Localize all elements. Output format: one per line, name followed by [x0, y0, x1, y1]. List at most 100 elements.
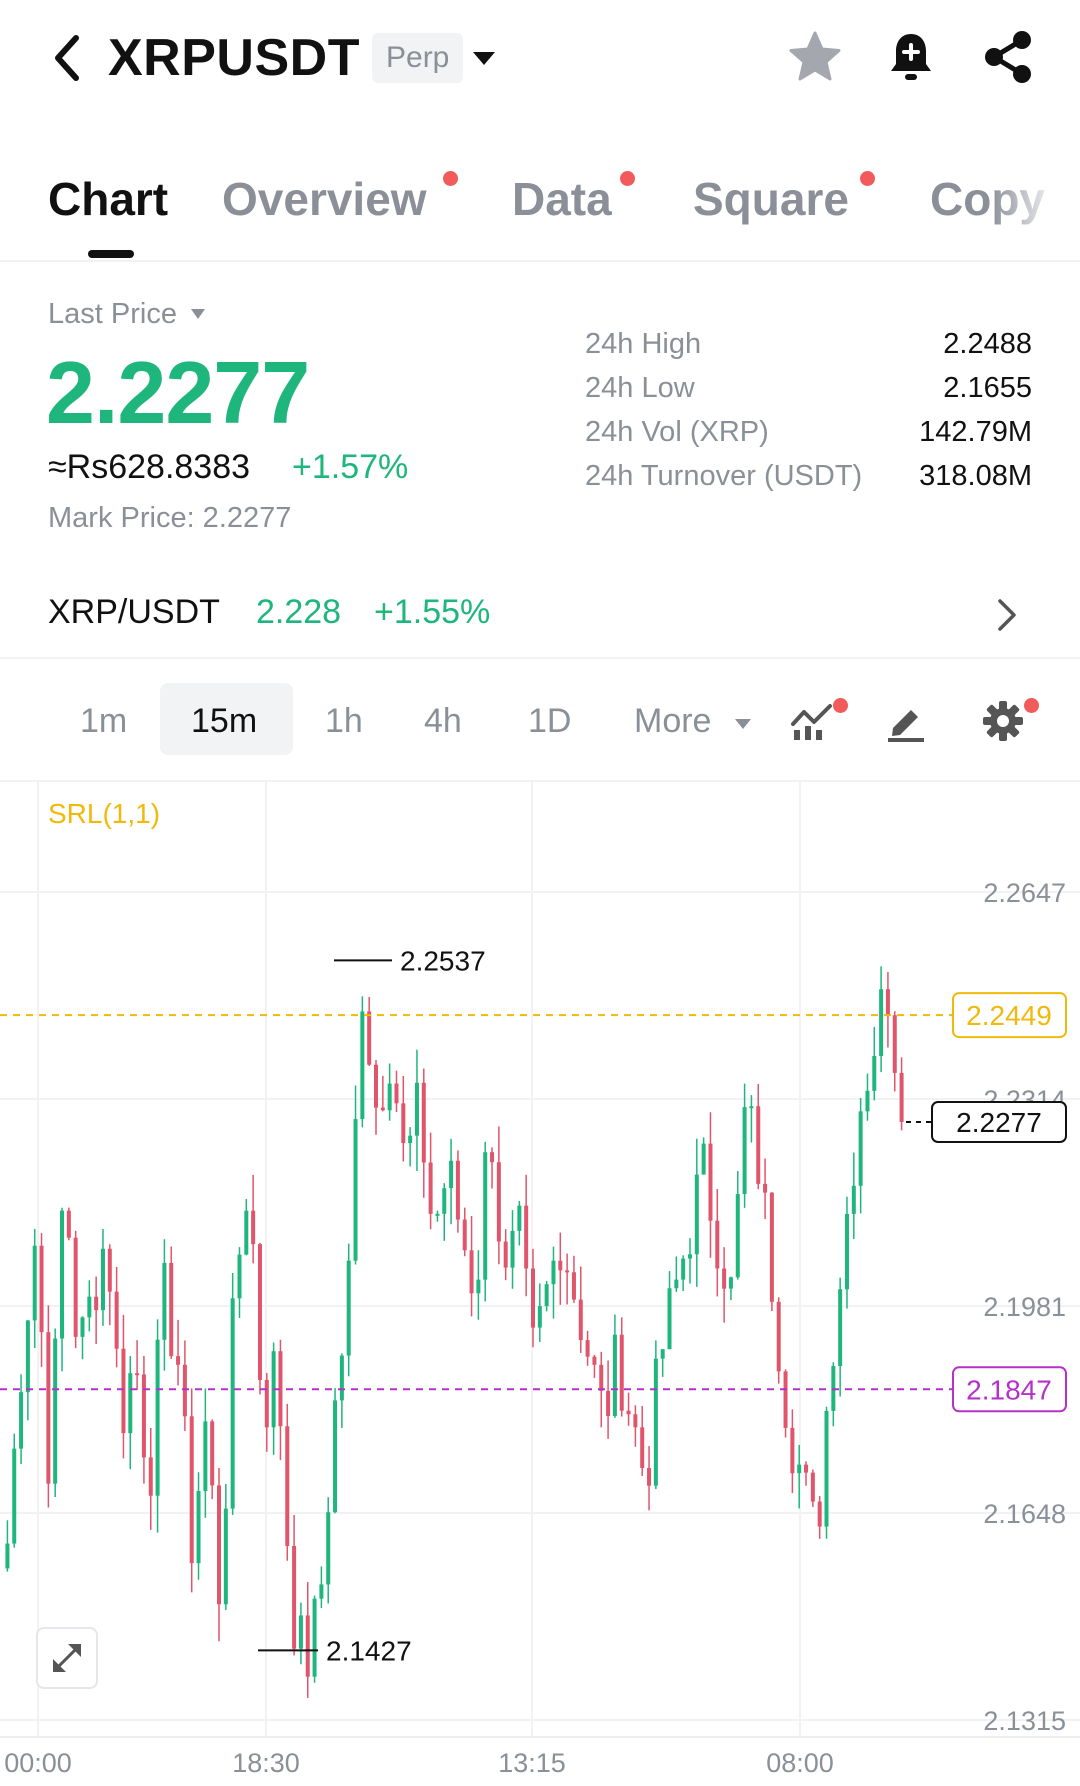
candle-body — [735, 1194, 740, 1278]
interval-more[interactable]: More — [634, 702, 712, 740]
candle-body — [319, 1584, 324, 1599]
candle-body — [681, 1258, 686, 1280]
selected-interval-background — [160, 683, 293, 755]
price-change-percent: +1.57% — [292, 448, 409, 486]
interval-1d[interactable]: 1D — [528, 702, 572, 740]
candle-body — [763, 1183, 768, 1193]
stat-label: 24h Low — [585, 372, 695, 404]
star-icon[interactable] — [786, 28, 844, 86]
candle-body — [387, 1083, 392, 1111]
candle-body — [558, 1260, 563, 1271]
candle-body — [722, 1268, 727, 1289]
candle-body — [653, 1358, 658, 1486]
candle-body — [694, 1174, 699, 1255]
interval-15m[interactable]: 15m — [191, 702, 258, 740]
candle-body — [374, 1064, 379, 1108]
tab-square[interactable]: Square — [693, 173, 849, 225]
settings-gear-icon[interactable] — [980, 698, 1026, 744]
candle-body — [817, 1501, 822, 1527]
candle-body — [326, 1512, 331, 1585]
candle-body — [667, 1288, 672, 1350]
candle-body — [12, 1448, 17, 1544]
last-price-label[interactable]: Last Price — [48, 298, 177, 330]
caret-down-icon[interactable] — [190, 307, 206, 321]
symbol-title[interactable]: XRPUSDT — [108, 29, 360, 87]
candle-body — [80, 1317, 85, 1337]
candle-body — [408, 1135, 413, 1144]
header-bar: XRPUSDT Perp — [0, 0, 1080, 120]
candle-body — [237, 1254, 242, 1299]
tab-fade-overlay — [990, 160, 1080, 260]
chevron-right-icon[interactable] — [996, 597, 1018, 633]
candle-body — [312, 1598, 317, 1677]
indicator-icon[interactable] — [790, 700, 836, 742]
candle-body — [182, 1364, 187, 1417]
candle-body — [469, 1250, 474, 1294]
candle-body — [141, 1374, 146, 1458]
candle-body — [114, 1291, 119, 1349]
tab-chart[interactable]: Chart — [48, 173, 169, 225]
bell-plus-icon[interactable] — [882, 28, 940, 86]
interval-1m[interactable]: 1m — [80, 702, 128, 740]
candle-body — [230, 1298, 235, 1509]
spot-pair-row[interactable]: XRP/USDT 2.228 +1.55% — [0, 575, 1080, 659]
candle-body — [674, 1279, 679, 1289]
candle-body — [462, 1219, 467, 1251]
candle-body — [708, 1143, 713, 1221]
x-tick-label: 08:00 — [766, 1748, 834, 1778]
candle-body — [899, 1072, 904, 1122]
candle-body — [640, 1427, 645, 1468]
candle-body — [360, 1011, 365, 1120]
caret-down-icon[interactable] — [470, 46, 498, 70]
spot-pair-name: XRP/USDT — [48, 593, 220, 631]
price-chart[interactable]: 2.2647 2.2314 2.1981 2.1648 2.1315 00:00 18:30… — [0, 782, 1080, 1786]
candle-body — [606, 1390, 611, 1416]
srl-upper-tag-box — [952, 992, 1067, 1039]
candle-body — [333, 1400, 338, 1513]
candle-body — [128, 1373, 133, 1434]
share-icon[interactable] — [980, 28, 1036, 86]
srl-lower-tag-box — [952, 1366, 1067, 1413]
candle-body — [148, 1457, 153, 1496]
candle-body — [19, 1392, 24, 1449]
candle-body — [46, 1332, 51, 1484]
candle-body — [421, 1082, 426, 1163]
candle-body — [626, 1410, 631, 1415]
candle-body — [285, 1426, 290, 1546]
candle-body — [524, 1205, 529, 1269]
candle-body — [592, 1356, 597, 1365]
y-tick-label: 2.1315 — [983, 1706, 1066, 1736]
notification-dot — [833, 698, 848, 713]
caret-down-icon[interactable] — [734, 717, 752, 731]
notification-dot — [860, 171, 875, 186]
candle-body — [599, 1364, 604, 1391]
candle-body — [790, 1427, 795, 1474]
high-price-label: 2.2537 — [400, 945, 486, 976]
tab-data[interactable]: Data — [512, 173, 612, 225]
candle-body — [619, 1334, 624, 1411]
srl-upper-tag: 2.2449 — [966, 1000, 1052, 1031]
candle-body — [530, 1268, 535, 1328]
draw-tool-icon[interactable] — [885, 700, 927, 742]
back-chevron-icon[interactable] — [48, 30, 88, 86]
expand-arrows-icon[interactable] — [36, 1627, 98, 1689]
candle-body — [298, 1615, 303, 1649]
candle-body — [858, 1111, 863, 1186]
candle-body — [892, 1015, 897, 1073]
candle-body — [196, 1490, 201, 1564]
x-tick-label: 18:30 — [232, 1748, 300, 1778]
candle-body — [612, 1334, 617, 1416]
tab-bar: Chart Overview Data Square Copy — [0, 160, 1080, 262]
candle-body — [510, 1230, 515, 1268]
tab-overview[interactable]: Overview — [222, 173, 427, 225]
candle-body — [305, 1615, 310, 1677]
candle-body — [428, 1162, 433, 1214]
last-price-tag-box — [931, 1101, 1067, 1143]
candle-body — [551, 1260, 556, 1285]
x-tick-label: 00:00 — [4, 1748, 72, 1778]
interval-4h[interactable]: 4h — [424, 702, 462, 740]
candle-body — [53, 1338, 58, 1484]
interval-1h[interactable]: 1h — [325, 702, 363, 740]
candle-body — [449, 1160, 454, 1189]
